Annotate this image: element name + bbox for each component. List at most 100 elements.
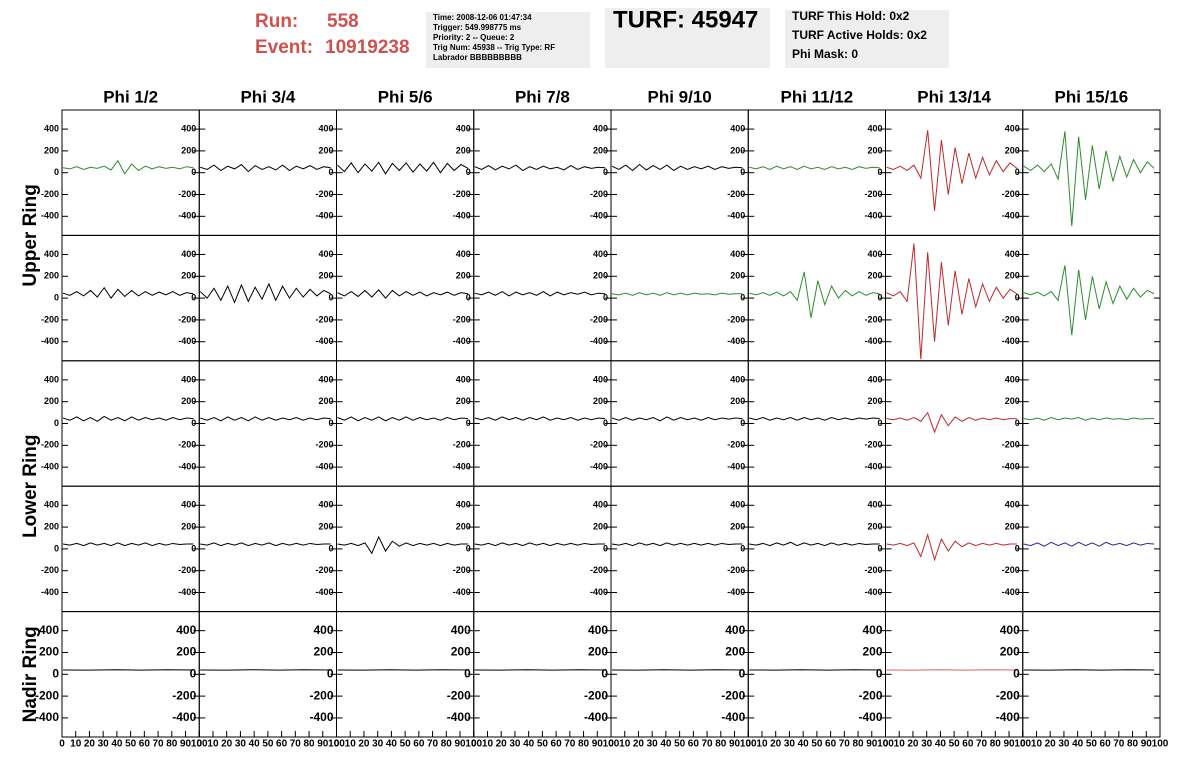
x-tick-label: 100 [740,739,757,750]
y-tick-label: -400 [453,587,471,597]
y-tick-label: 400 [1005,123,1020,133]
x-tick-label: 30 [509,739,521,750]
x-tick-label: 20 [633,739,645,750]
y-tick-label: -400 [590,211,608,221]
x-tick-label: 40 [523,739,535,750]
panel-frame [1022,109,1161,236]
x-tick-label: 30 [1058,739,1070,750]
y-tick-label: -400 [178,336,196,346]
x-tick-label: 90 [729,739,741,750]
y-tick-label: -200 [41,189,59,199]
y-tick-label: 400 [456,374,471,384]
y-tick-label: 200 [730,271,745,281]
y-tick-label: 200 [456,271,471,281]
y-tick-label: 0 [739,666,746,680]
y-tick-label: -200 [584,688,608,702]
y-tick-label: -200 [1002,189,1020,199]
y-tick-label: 200 [176,645,196,659]
y-tick-label: 200 [867,145,882,155]
y-tick-label: 400 [867,500,882,510]
y-tick-label: 400 [318,123,333,133]
y-tick-label: 400 [730,123,745,133]
y-tick-label: -200 [41,440,59,450]
y-tick-label: 200 [451,645,471,659]
y-tick-label: 200 [44,145,59,155]
column-label: Phi 13/14 [917,87,991,106]
y-tick-label: 0 [603,418,608,428]
y-tick-label: -200 [727,565,745,575]
y-tick-label: 200 [181,521,196,531]
y-tick-label: 0 [1015,167,1020,177]
y-tick-label: 0 [1015,418,1020,428]
y-tick-label: 0 [466,167,471,177]
y-tick-label: 200 [44,271,59,281]
y-tick-label: -200 [864,565,882,575]
y-tick-label: 400 [1005,500,1020,510]
y-tick-label: 200 [318,271,333,281]
y-tick-label: 0 [191,167,196,177]
y-tick-label: 0 [876,666,883,680]
waveform [200,416,331,422]
y-tick-label: 0 [328,167,333,177]
x-tick-label: 20 [907,739,919,750]
y-tick-label: 0 [466,543,471,553]
y-tick-label: 0 [603,543,608,553]
y-tick-label: 400 [862,623,882,637]
y-tick-label: -400 [172,710,196,724]
x-tick-label: 60 [139,739,151,750]
y-tick-label: 0 [191,543,196,553]
x-tick-label: 70 [290,739,302,750]
x-tick-label: 50 [674,739,686,750]
hold-line: Phi Mask: 0 [792,47,858,61]
y-tick-label: -400 [315,461,333,471]
waveform [337,416,468,422]
hold-line: TURF Active Holds: 0x2 [792,28,927,42]
y-tick-label: 400 [456,500,471,510]
y-tick-label: 0 [191,418,196,428]
y-tick-label: -400 [721,710,745,724]
y-tick-label: 200 [44,521,59,531]
x-tick-label: 90 [317,739,329,750]
y-tick-label: -200 [315,565,333,575]
y-tick-label: -400 [178,461,196,471]
ring-label: Upper Ring [20,184,41,286]
x-tick-label: 90 [592,739,604,750]
y-tick-label: 200 [867,396,882,406]
y-tick-label: -200 [178,189,196,199]
y-tick-label: 0 [877,543,882,553]
waveform [886,130,1018,211]
y-tick-label: 400 [451,623,471,637]
y-tick-label: -200 [178,314,196,324]
x-tick-label: 100 [877,739,894,750]
y-tick-label: 400 [1005,374,1020,384]
y-tick-label: 200 [1000,645,1020,659]
y-tick-label: -400 [41,211,59,221]
column-label: Phi 15/16 [1055,87,1129,106]
waveform [474,290,606,297]
info-line: Time: 2008-12-06 01:47:34 [433,13,532,22]
y-tick-label: -200 [727,440,745,450]
x-tick-label: 90 [180,739,192,750]
y-tick-label: -200 [178,565,196,575]
event: 10919238 [325,37,410,58]
y-tick-label: 0 [466,418,471,428]
y-tick-label: 0 [466,292,471,302]
y-tick-label: 200 [318,521,333,531]
y-tick-label: 200 [730,521,745,531]
waveform [1023,265,1155,336]
y-tick-label: 200 [593,396,608,406]
y-tick-label: -400 [453,461,471,471]
y-tick-label: 400 [867,374,882,384]
x-tick-label: 70 [839,739,851,750]
y-tick-label: 400 [318,249,333,259]
y-tick-label: 0 [190,666,197,680]
waveform [611,416,743,422]
x-tick-label: 40 [386,739,398,750]
y-tick-label: 200 [318,145,333,155]
x-tick-label: 30 [235,739,247,750]
waveform [337,161,469,175]
x-tick-label: 60 [413,739,425,750]
y-tick-label: -400 [178,587,196,597]
y-tick-label: -200 [178,440,196,450]
x-tick-label: 80 [441,739,453,750]
